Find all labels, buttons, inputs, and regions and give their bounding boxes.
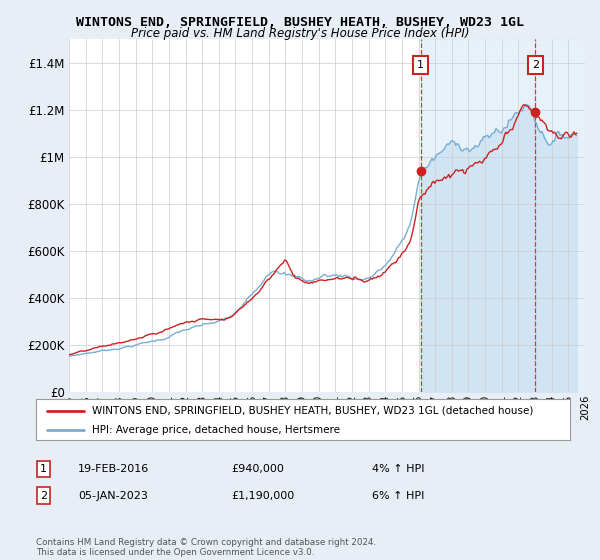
Text: HPI: Average price, detached house, Hertsmere: HPI: Average price, detached house, Hert… <box>92 424 340 435</box>
Text: 2: 2 <box>532 60 539 70</box>
Text: 1: 1 <box>40 464 47 474</box>
Text: 6% ↑ HPI: 6% ↑ HPI <box>372 491 424 501</box>
Text: £1,190,000: £1,190,000 <box>231 491 294 501</box>
Text: Price paid vs. HM Land Registry's House Price Index (HPI): Price paid vs. HM Land Registry's House … <box>131 27 469 40</box>
Text: Contains HM Land Registry data © Crown copyright and database right 2024.
This d: Contains HM Land Registry data © Crown c… <box>36 538 376 557</box>
Text: WINTONS END, SPRINGFIELD, BUSHEY HEATH, BUSHEY, WD23 1GL (detached house): WINTONS END, SPRINGFIELD, BUSHEY HEATH, … <box>92 405 533 416</box>
Bar <box>421 39 585 392</box>
Text: 4% ↑ HPI: 4% ↑ HPI <box>372 464 425 474</box>
Text: WINTONS END, SPRINGFIELD, BUSHEY HEATH, BUSHEY, WD23 1GL: WINTONS END, SPRINGFIELD, BUSHEY HEATH, … <box>76 16 524 29</box>
Text: 05-JAN-2023: 05-JAN-2023 <box>78 491 148 501</box>
Text: 2: 2 <box>40 491 47 501</box>
Text: £940,000: £940,000 <box>231 464 284 474</box>
Text: 19-FEB-2016: 19-FEB-2016 <box>78 464 149 474</box>
Text: 1: 1 <box>417 60 424 70</box>
